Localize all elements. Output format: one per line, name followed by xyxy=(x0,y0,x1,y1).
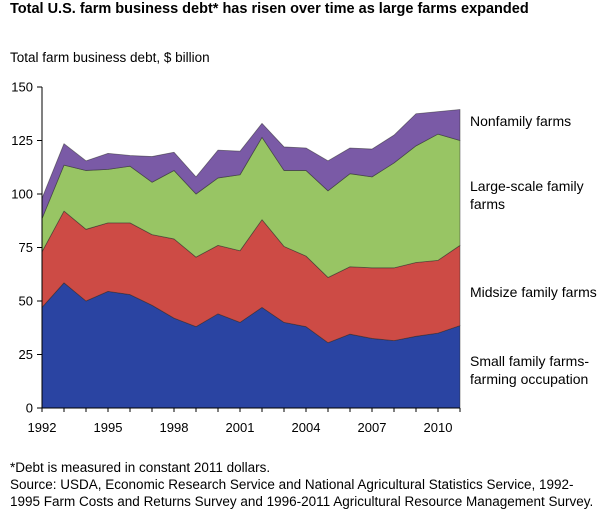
y-tick-label: 100 xyxy=(11,187,33,202)
series-label: Small family farms- xyxy=(470,353,589,369)
y-axis-label: Total farm business debt, $ billion xyxy=(10,50,210,65)
series-label: Midsize family farms xyxy=(470,284,597,300)
x-tick-label: 1995 xyxy=(94,420,123,435)
y-ticks: 0 25 50 75 100 125 150 xyxy=(11,80,42,416)
y-tick-label: 75 xyxy=(19,240,33,255)
footnote-debt-note: *Debt is measured in constant 2011 dolla… xyxy=(10,460,271,475)
stacked-areas xyxy=(41,109,461,409)
series-label: Large-scale family xyxy=(470,178,584,194)
x-ticks: 1992 1995 1998 2001 2004 2007 2010 xyxy=(28,408,461,435)
footnote-source: Source: USDA, Economic Research Service … xyxy=(10,477,594,509)
y-tick-label: 0 xyxy=(26,401,33,416)
y-tick-label: 125 xyxy=(11,133,33,148)
y-tick-label: 50 xyxy=(19,294,33,309)
area-nonfamily-farms xyxy=(41,109,461,220)
series-label: farms xyxy=(470,196,505,212)
x-tick-label: 2010 xyxy=(424,420,453,435)
x-tick-label: 1992 xyxy=(28,420,57,435)
chart-title: Total U.S. farm business debt* has risen… xyxy=(10,1,529,17)
y-tick-label: 25 xyxy=(19,347,33,362)
series-label: Nonfamily farms xyxy=(470,113,571,129)
series-label: farming occupation xyxy=(470,371,588,387)
y-tick-label: 150 xyxy=(11,80,33,95)
x-tick-label: 1998 xyxy=(160,420,189,435)
chart: 0 25 50 75 100 125 150 1992 1995 1998 2001 2004 200… xyxy=(11,80,597,436)
x-tick-label: 2001 xyxy=(226,420,255,435)
footnote: *Debt is measured in constant 2011 dolla… xyxy=(10,459,600,510)
series-labels: Nonfamily farms Large-scale family farms Mi… xyxy=(470,113,597,387)
x-tick-label: 2004 xyxy=(292,420,321,435)
x-tick-label: 2007 xyxy=(358,420,387,435)
